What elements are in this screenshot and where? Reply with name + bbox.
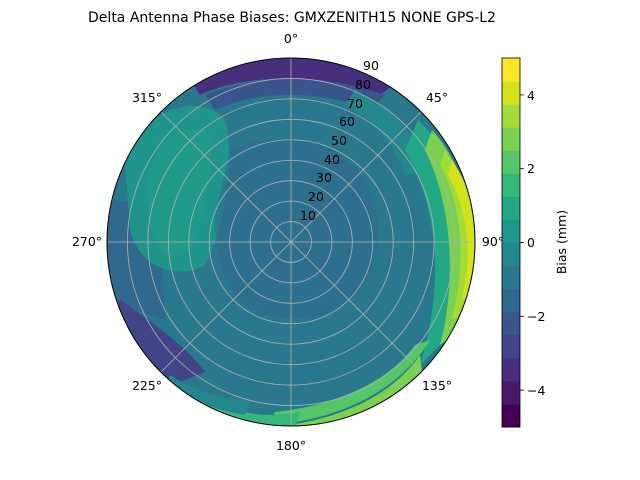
colorbar-bands: [502, 58, 520, 428]
angular-tick-135: 135°: [422, 378, 452, 393]
angular-tick-90: 90°: [482, 234, 504, 249]
radial-tick-30: 30: [316, 170, 332, 185]
colorbar-tick-neg2: −2: [527, 309, 545, 324]
radial-tick-60: 60: [339, 114, 355, 129]
radial-tick-50: 50: [331, 133, 347, 148]
polar-grid: [106, 57, 476, 427]
chart-title: Delta Antenna Phase Biases: GMXZENITH15 …: [88, 10, 496, 26]
colorbar-label: Bias (mm): [554, 210, 569, 274]
colorbar-band: [502, 334, 520, 359]
radial-tick-90: 90: [363, 58, 379, 73]
region-center-ring-outer: [215, 138, 379, 319]
colorbar-band: [502, 58, 520, 82]
colorbar-band: [502, 242, 520, 267]
radial-tick-10: 10: [300, 208, 316, 223]
region-northwest-halo: [125, 105, 229, 272]
colorbar-band: [502, 357, 520, 382]
colorbar-band: [502, 150, 520, 174]
colorbar-band: [502, 380, 520, 405]
colorbar-band: [502, 265, 520, 290]
colorbar-tick-2: 2: [527, 161, 535, 176]
angular-tick-45: 45°: [426, 90, 448, 105]
angular-tick-180: 180°: [276, 438, 306, 453]
colorbar-band: [502, 288, 520, 313]
colorbar-tick-4: 4: [527, 88, 535, 103]
radial-tick-80: 80: [355, 77, 371, 92]
grid-spoke-225: [160, 241, 292, 373]
grid-spoke-135: [290, 241, 422, 373]
angular-tick-270: 270°: [72, 234, 102, 249]
colorbar-band: [502, 311, 520, 336]
polar-frame: [106, 57, 476, 427]
colorbar-band: [502, 403, 520, 428]
angular-tick-225: 225°: [132, 378, 162, 393]
colorbar-band: [502, 127, 520, 151]
angular-tick-315: 315°: [132, 90, 162, 105]
radial-tick-70: 70: [347, 96, 363, 111]
colorbar: −4 −2 0 2 4 Bias (mm): [501, 57, 569, 428]
grid-spoke-45: [290, 111, 422, 243]
radial-tick-40: 40: [324, 152, 340, 167]
region-south-west-mid: [165, 375, 250, 415]
colorbar-band: [502, 173, 520, 197]
region-north-inner: [205, 78, 385, 110]
grid-spoke-315: [160, 111, 292, 243]
colorbar-band: [502, 81, 520, 105]
colorbar-band: [502, 196, 520, 220]
colorbar-tick-0: 0: [527, 235, 535, 250]
region-southwest-low: [110, 300, 205, 390]
region-east-rim-edge: [448, 160, 475, 300]
colorbar-band: [502, 104, 520, 128]
colorbar-band: [502, 219, 520, 243]
radial-tick-20: 20: [308, 189, 324, 204]
angular-tick-0: 0°: [284, 31, 298, 46]
colorbar-tick-neg4: −4: [527, 383, 545, 398]
colorbar-ticks: [520, 94, 524, 391]
